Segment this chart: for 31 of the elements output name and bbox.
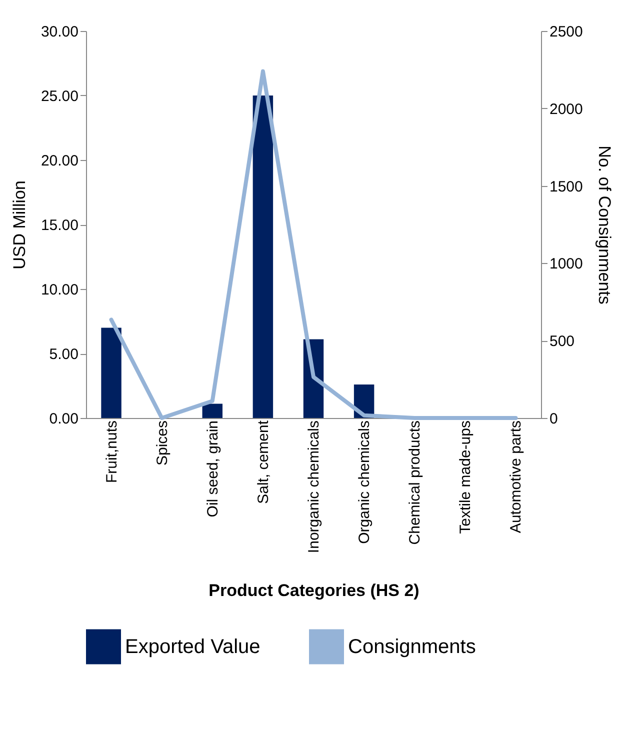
- y2-tick-label: 0: [550, 410, 558, 428]
- bar: [252, 96, 274, 418]
- y-tick-label: 15.00: [40, 217, 78, 234]
- bar: [202, 404, 222, 418]
- y2-axis-title: No. of Consignments: [594, 146, 614, 304]
- x-tick-label: Salt, cement: [254, 420, 272, 504]
- x-tick-label: Spices: [154, 420, 171, 466]
- y-tick-label: 20.00: [40, 152, 78, 170]
- y2-tick-label: 1500: [550, 178, 583, 196]
- x-tick-label: Organic chemicals: [356, 420, 374, 544]
- bar: [101, 328, 122, 418]
- x-tick-label: Oil seed, grain: [204, 420, 222, 518]
- x-tick-label: Inorganic chemicals: [306, 420, 322, 554]
- y-tick-label: 10.00: [40, 282, 78, 298]
- y-tick-label: 25.00: [40, 88, 78, 105]
- y-tick-label: 5.00: [49, 346, 78, 363]
- x-tick-label: Automotive parts: [508, 420, 525, 534]
- y-tick-label: 30.00: [40, 24, 78, 40]
- y-tick-label: 0.00: [49, 410, 78, 428]
- y2-tick-label: 500: [550, 333, 575, 350]
- y-axis-title: USD Million: [10, 180, 29, 270]
- x-tick-label: Fruit,nuts: [103, 420, 120, 484]
- x-axis-title: Product Categories (HS 2): [208, 581, 420, 600]
- y2-tick-label: 2500: [550, 24, 583, 40]
- legend-label: Exported Value: [125, 636, 260, 658]
- y2-tick-label: 1000: [550, 256, 583, 273]
- y2-tick-label: 2000: [550, 100, 583, 118]
- x-tick-label: Textile made-ups: [457, 420, 474, 534]
- legend-label: Consignments: [348, 636, 476, 658]
- line-series: [109, 69, 518, 420]
- x-tick-label: Chemical products: [406, 420, 424, 545]
